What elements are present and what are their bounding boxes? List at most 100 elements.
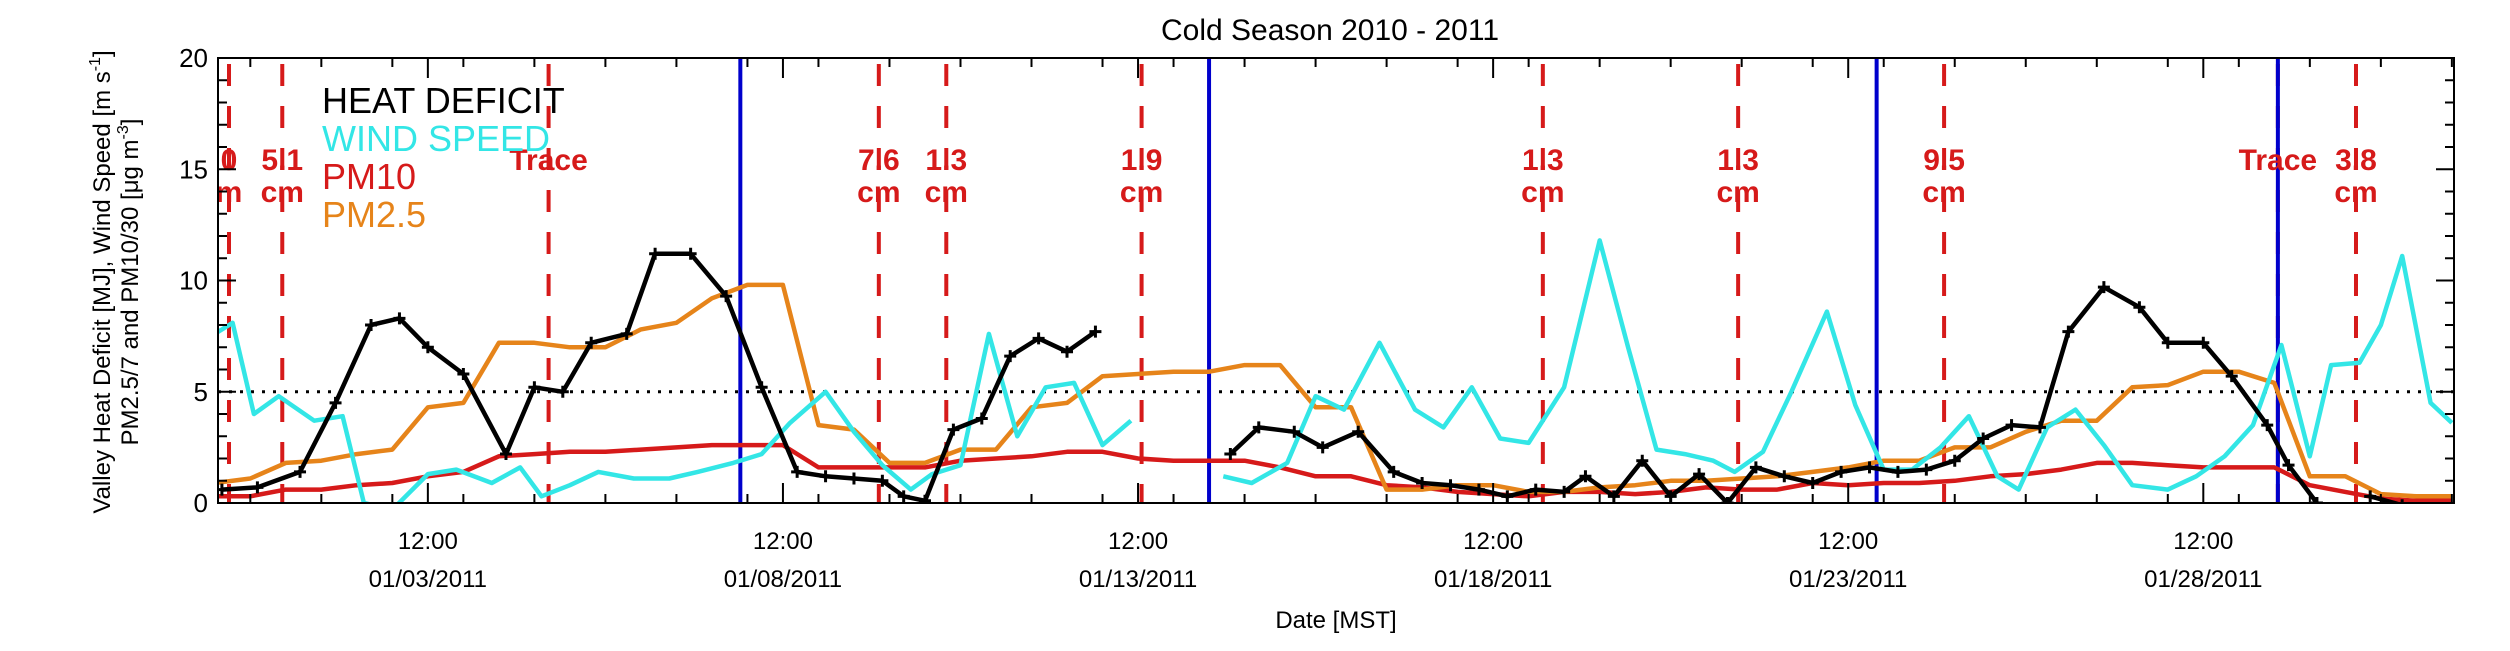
point-heat-deficit-1-25 [1948,454,1961,467]
point-heat-deficit-1-33 [2197,336,2210,349]
y-axis-label-line1-end: ] [89,50,116,57]
point-heat-deficit-1-34 [2225,370,2238,383]
point-heat-deficit-2-1 [2400,499,2404,503]
point-heat-deficit-1-5 [1387,465,1400,478]
y-tick-label-15: 15 [179,154,208,184]
y-tick-label-20: 20 [179,43,208,73]
y-axis-label-line1-sup: -1 [87,57,104,71]
x-tick-date-0: 01/03/2011 [369,566,487,593]
point-heat-deficit-0-12 [620,327,633,340]
x-tick-date-3: 01/18/2011 [1434,566,1552,593]
series-line-wind-speed-0 [218,320,1133,503]
point-heat-deficit-2-0 [2364,490,2377,503]
point-heat-deficit-0-2 [294,465,307,478]
point-heat-deficit-1-29 [2062,325,2075,338]
point-heat-deficit-1-22 [1863,461,1876,474]
point-heat-deficit-1-1 [1252,421,1265,434]
x-tick-date-5: 01/28/2011 [2144,566,2262,593]
y-tick-label-5: 5 [194,377,208,407]
point-heat-deficit-1-14 [1636,454,1649,467]
point-heat-deficit-0-17 [791,465,804,478]
blue-vertical-lines [738,58,2280,503]
x-tick-time-5: 12:00 [2173,528,2233,555]
point-heat-deficit-0-0 [218,483,228,496]
point-heat-deficit-1-17 [1721,497,1734,503]
y-axis-label-line2-sup: -3 [115,125,132,139]
series-wind-speed [218,238,2454,503]
svg-text:PM2.5/7 and PM10/30 [μg m-3]: PM2.5/7 and PM10/30 [μg m-3] [115,119,144,446]
point-heat-deficit-0-23 [947,423,960,436]
point-heat-deficit-1-19 [1778,470,1791,483]
point-heat-deficit-1-4 [1352,425,1365,438]
y-tick-label-10: 10 [179,266,208,296]
point-heat-deficit-0-18 [819,470,832,483]
point-heat-deficit-1-27 [2005,419,2018,432]
chart-title: Cold Season 2010 - 2011 [1161,14,1499,47]
snow-event-amount-2: Trace [509,144,587,177]
point-heat-deficit-1-13 [1607,490,1620,503]
point-heat-deficit-1-18 [1749,461,1762,474]
y-axis-label-line1: Valley Heat Deficit [MJ], Wind Speed [m … [89,71,116,513]
snow-event-unit-8: cm [1922,176,1965,209]
point-heat-deficit-0-26 [1032,332,1045,345]
svg-text:Valley Heat Deficit [MJ], Wind: Valley Heat Deficit [MJ], Wind Speed [m … [87,50,116,513]
snow-event-amount-7: 1.3 [1717,144,1759,177]
point-heat-deficit-1-3 [1316,441,1329,454]
x-tick-time-3: 12:00 [1463,528,1523,555]
x-tick-date-4: 01/23/2011 [1789,566,1907,593]
x-tick-date-2: 01/13/2011 [1079,566,1197,593]
legend-entry-heat-deficit: HEAT DEFICIT [322,80,565,121]
point-heat-deficit-0-25 [1004,350,1017,363]
point-heat-deficit-0-9 [528,381,541,394]
point-heat-deficit-1-8 [1472,483,1485,496]
series-line-pm10-0 [218,442,2452,503]
point-heat-deficit-0-10 [556,385,569,398]
snow-event-unit-10: cm [2334,176,2377,209]
plot-frame [217,57,2455,504]
point-heat-deficit-0-22 [918,494,931,503]
point-heat-deficit-0-15 [720,290,733,303]
point-heat-deficit-1-24 [1920,463,1933,476]
snow-event-amount-5: 1.9 [1121,144,1163,177]
point-heat-deficit-1-32 [2161,336,2174,349]
x-tick-date-1: 01/08/2011 [724,566,842,593]
snow-event-unit-7: cm [1716,176,1759,209]
point-heat-deficit-1-23 [1891,465,1904,478]
snow-event-unit-3: cm [857,176,900,209]
snow-event-unit-1: cm [261,176,304,209]
snow-event-amount-6: 1.3 [1522,144,1564,177]
series-layer [218,238,2454,503]
point-heat-deficit-0-7 [457,367,470,380]
point-heat-deficit-1-20 [1806,476,1819,489]
snow-event-amount-10: 3.8 [2335,144,2377,177]
x-tick-time-4: 12:00 [1818,528,1878,555]
legend-entry-pm2-5: PM2.5 [322,194,426,235]
point-heat-deficit-0-19 [847,472,860,485]
y-tick-label-0: 0 [194,488,208,518]
snow-event-unit-5: cm [1120,176,1163,209]
snow-event-amount-4: 1.3 [925,144,967,177]
point-heat-deficit-0-8 [499,448,512,461]
x-tick-time-1: 12:00 [753,528,813,555]
point-heat-deficit-0-20 [876,474,889,487]
x-axis: 12:00 01/03/2011 12:00 01/08/2011 12:00 01/13… [249,58,2453,593]
point-heat-deficit-0-5 [393,312,406,325]
point-heat-deficit-0-28 [1089,325,1102,338]
point-heat-deficit-1-21 [1835,465,1848,478]
y-axis-label-line2: PM2.5/7 and PM10/30 [μg m [117,139,144,445]
point-heat-deficit-1-36 [2282,459,2295,472]
series-line-wind-speed-1 [1222,238,2454,492]
snow-event-amount-1: 5.1 [261,144,303,177]
point-heat-deficit-1-2 [1288,425,1301,438]
point-heat-deficit-1-31 [2133,301,2146,314]
point-heat-deficit-1-26 [1977,432,1990,445]
legend-entry-pm10: PM10 [322,156,416,197]
point-heat-deficit-1-35 [2261,419,2274,432]
point-heat-deficit-1-16 [1693,468,1706,481]
series-pm10 [218,442,2452,503]
point-heat-deficit-1-11 [1558,485,1571,498]
point-heat-deficit-0-4 [365,319,378,331]
point-heat-deficit-1-30 [2097,281,2110,294]
